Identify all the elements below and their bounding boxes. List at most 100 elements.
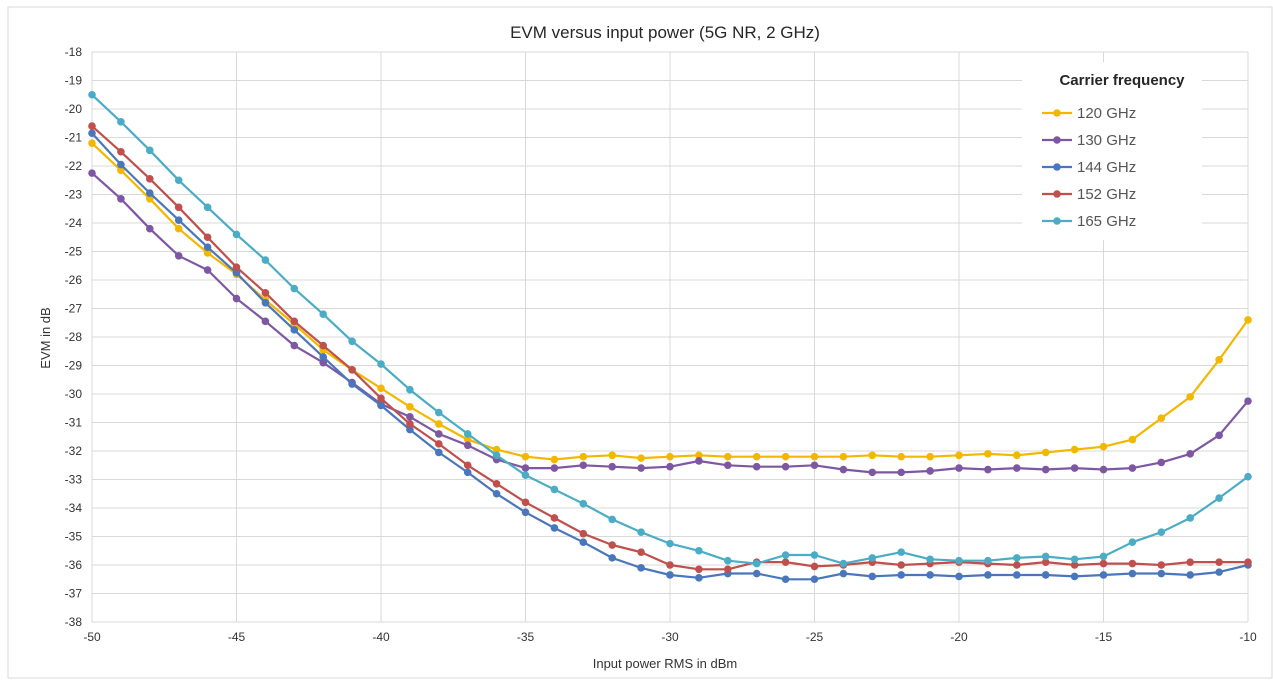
data-point	[521, 471, 530, 480]
data-point	[839, 559, 848, 568]
data-point	[579, 461, 588, 470]
data-point	[724, 565, 732, 574]
series-layer	[88, 90, 1252, 584]
data-point	[435, 430, 443, 438]
data-point	[117, 166, 125, 175]
data-point	[232, 230, 241, 239]
y-tick-label: -26	[65, 273, 83, 287]
data-point	[1041, 558, 1050, 566]
data-point	[1157, 569, 1166, 578]
data-point	[521, 508, 530, 517]
x-tick-label: -35	[517, 630, 535, 644]
data-point	[810, 562, 819, 571]
data-point	[88, 90, 96, 99]
data-point	[1157, 561, 1166, 569]
x-tick-label: -50	[83, 630, 101, 644]
data-point	[261, 256, 270, 264]
data-point	[897, 548, 905, 556]
data-point	[637, 454, 645, 462]
data-point	[261, 289, 270, 297]
legend-label: 120 GHz	[1077, 105, 1136, 122]
data-point	[146, 194, 154, 203]
data-point	[897, 468, 905, 477]
data-point	[1070, 555, 1079, 564]
data-point	[752, 452, 761, 461]
data-point	[868, 572, 877, 581]
data-point	[637, 564, 645, 572]
data-point	[463, 468, 472, 477]
legend-item: 144 GHz	[1042, 159, 1136, 176]
data-point	[261, 299, 270, 307]
data-point	[868, 468, 877, 477]
data-point	[926, 452, 934, 461]
legend-label: 152 GHz	[1077, 186, 1136, 203]
legend: Carrier frequency 120 GHz 130 GHz 144 GHz 1…	[1022, 62, 1202, 240]
data-point	[435, 440, 443, 448]
data-point	[1186, 558, 1194, 566]
data-point	[695, 451, 703, 460]
data-point	[724, 461, 732, 470]
legend-box	[1022, 62, 1202, 240]
data-point	[463, 441, 472, 450]
x-tick-label: -30	[661, 630, 679, 644]
data-point	[550, 485, 559, 494]
data-point	[406, 413, 414, 421]
data-point	[521, 464, 530, 472]
y-tick-label: -31	[65, 416, 83, 430]
data-point	[666, 539, 674, 548]
data-point	[232, 263, 241, 271]
data-point	[1041, 552, 1050, 561]
y-tick-label: -30	[65, 387, 83, 401]
y-tick-label: -27	[65, 302, 83, 316]
data-point	[1215, 558, 1223, 566]
data-point	[117, 118, 125, 126]
data-point	[1215, 568, 1223, 576]
legend-item: 120 GHz	[1042, 105, 1136, 122]
data-point	[984, 450, 992, 458]
data-point	[1157, 458, 1166, 467]
data-point	[290, 326, 299, 334]
data-point	[1128, 435, 1137, 444]
data-point	[1070, 561, 1079, 569]
data-point	[492, 489, 501, 498]
data-point	[377, 384, 385, 393]
y-tick-label: -32	[65, 444, 83, 458]
legend-item: 130 GHz	[1042, 132, 1136, 149]
x-tick-label: -15	[1095, 630, 1113, 644]
y-tick-label: -33	[65, 473, 83, 487]
data-point	[666, 462, 674, 471]
data-point	[666, 571, 674, 579]
y-tick-label: -20	[65, 102, 83, 116]
y-tick-label: -24	[65, 216, 83, 230]
legend-swatch-marker	[1053, 163, 1061, 171]
data-point	[146, 175, 154, 183]
data-point	[926, 555, 934, 564]
data-point	[521, 498, 530, 507]
data-point	[232, 294, 241, 303]
y-tick-label: -19	[65, 74, 83, 88]
data-point	[1070, 464, 1079, 472]
x-tick-label: -20	[950, 630, 968, 644]
data-point	[897, 452, 905, 461]
legend-label: 165 GHz	[1077, 213, 1136, 230]
data-point	[550, 514, 559, 522]
legend-title: Carrier frequency	[1059, 72, 1185, 89]
data-point	[955, 464, 963, 472]
data-point	[550, 464, 559, 472]
data-point	[88, 129, 96, 138]
data-point	[1099, 559, 1108, 568]
data-point	[810, 575, 819, 584]
data-point	[666, 452, 674, 461]
data-point	[984, 556, 992, 565]
data-point	[261, 317, 270, 326]
data-point	[406, 420, 414, 428]
legend-label: 130 GHz	[1077, 132, 1136, 149]
legend-label: 144 GHz	[1077, 159, 1136, 176]
data-point	[377, 401, 385, 410]
data-point	[781, 575, 790, 584]
data-point	[1157, 528, 1166, 537]
data-point	[637, 548, 645, 556]
data-point	[377, 394, 385, 403]
data-point	[724, 556, 732, 565]
